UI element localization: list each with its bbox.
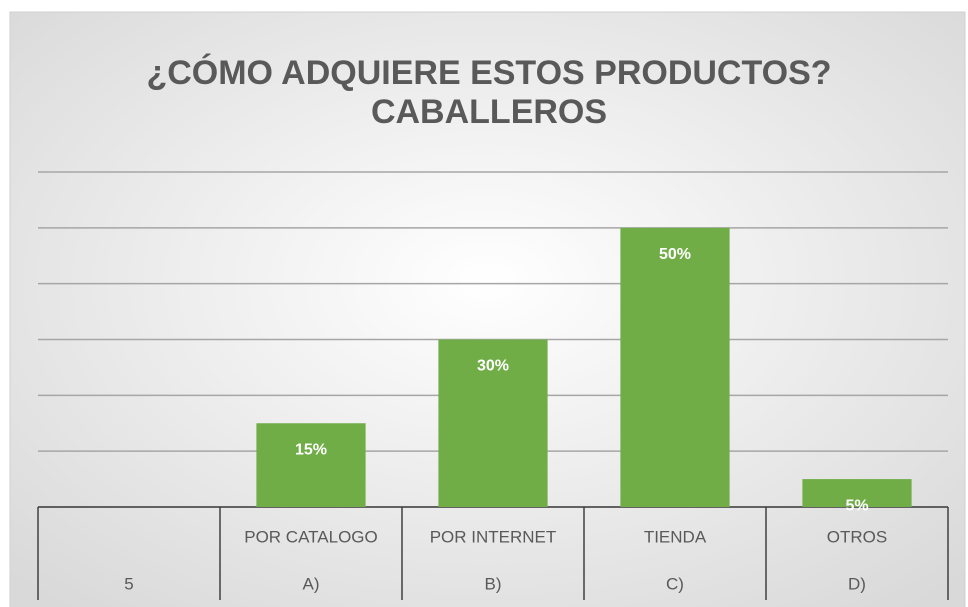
chart-title: ¿CÓMO ADQUIERE ESTOS PRODUCTOS? [146, 54, 831, 92]
x-tick-label: POR INTERNET [430, 527, 557, 546]
data-label: 15% [295, 441, 327, 458]
x-tick-label: OTROS [827, 527, 887, 546]
bar [620, 227, 730, 508]
data-label: 50% [659, 246, 691, 263]
x-group-label: C) [666, 574, 684, 593]
x-tick-label: POR CATALOGO [244, 527, 378, 546]
chart-background [9, 11, 966, 607]
x-group-label: D) [848, 574, 866, 593]
data-label: 5% [845, 497, 868, 514]
bar [438, 339, 548, 507]
x-group-label: B) [485, 574, 502, 593]
data-label: 30% [477, 358, 509, 375]
x-tick-label: TIENDA [644, 527, 707, 546]
x-group-label: A) [303, 574, 320, 593]
bar [256, 423, 366, 507]
x-group-label: 5 [124, 574, 133, 593]
chart-title: CABALLEROS [371, 93, 607, 131]
bar [802, 479, 912, 507]
